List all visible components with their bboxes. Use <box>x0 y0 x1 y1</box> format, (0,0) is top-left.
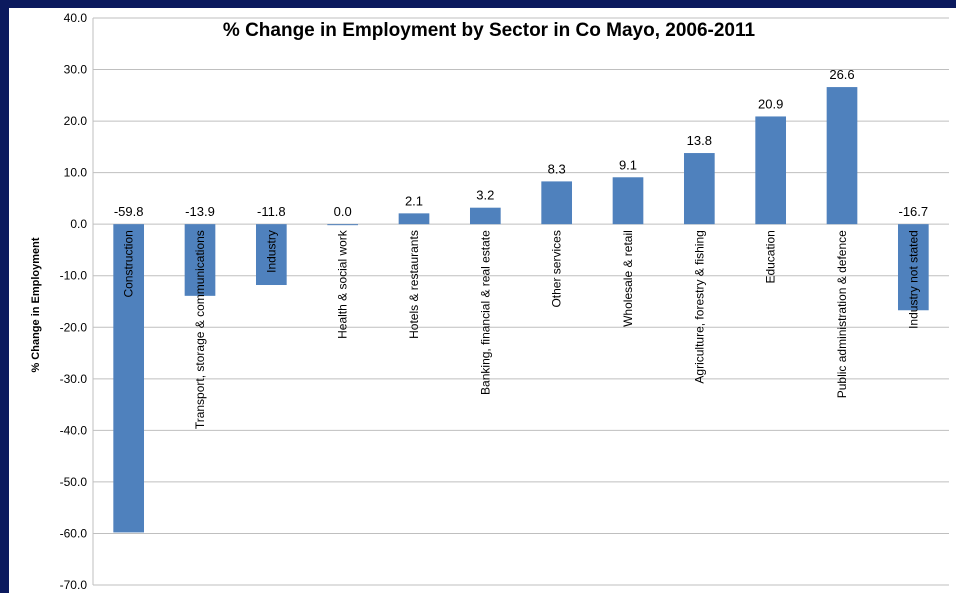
category-label: Other services <box>550 230 564 307</box>
category-labels: Construction Transport, storage & communi… <box>122 229 921 429</box>
data-labels: -59.8 -13.9 -11.8 0.0 2.1 3.2 8.3 9.1 13.8 20.9 26… <box>114 67 928 219</box>
category-label: Hotels & restaurants <box>407 230 421 339</box>
y-tick-label: 40.0 <box>64 11 88 25</box>
data-label: 26.6 <box>829 67 854 82</box>
data-label: -11.8 <box>257 204 286 219</box>
bar-chart: -70.0 -60.0 -50.0 -40.0 -30.0 -20.0 -10.0 0.0 10… <box>30 11 949 592</box>
category-label: Construction <box>122 230 136 297</box>
y-tick-label: -70.0 <box>60 578 88 592</box>
y-tick-label: -30.0 <box>60 372 88 386</box>
category-label: Public administration & defence <box>835 230 849 398</box>
data-label: 13.8 <box>687 133 712 148</box>
data-label: -13.9 <box>185 204 215 219</box>
bar <box>826 87 858 225</box>
y-axis-ticks: -70.0 -60.0 -50.0 -40.0 -30.0 -20.0 -10.0 0.0 10… <box>60 11 88 592</box>
data-label: 2.1 <box>405 193 423 208</box>
category-label: Wholesale & retail <box>621 230 635 327</box>
data-label: -16.7 <box>899 204 929 219</box>
bar <box>541 181 573 225</box>
y-tick-label: -10.0 <box>60 269 88 283</box>
y-tick-label: 0.0 <box>70 217 87 231</box>
bar <box>612 177 644 225</box>
y-tick-label: -60.0 <box>60 526 88 540</box>
bar <box>327 224 359 226</box>
bar <box>755 116 787 225</box>
category-label: Education <box>764 230 778 283</box>
data-label: -59.8 <box>114 204 144 219</box>
bar <box>113 224 145 533</box>
y-tick-label: 30.0 <box>64 63 88 77</box>
bar <box>683 153 715 225</box>
bar <box>255 224 287 286</box>
bar <box>469 207 501 225</box>
category-label: Agriculture, forestry & fishing <box>692 230 706 383</box>
category-label: Banking, financial & real estate <box>478 230 492 395</box>
category-label: Industry <box>264 230 278 273</box>
y-tick-label: -20.0 <box>60 320 88 334</box>
bar <box>398 213 430 225</box>
chart-area: -70.0 -60.0 -50.0 -40.0 -30.0 -20.0 -10.0 0.0 10… <box>7 8 956 593</box>
data-label: 3.2 <box>476 188 494 203</box>
chart-title: % Change in Employment by Sector in Co M… <box>223 20 756 41</box>
y-tick-label: -40.0 <box>60 423 88 437</box>
y-tick-label: -50.0 <box>60 475 88 489</box>
data-label: 9.1 <box>619 157 637 172</box>
gridlines <box>92 17 949 586</box>
category-label: Transport, storage & communications <box>193 230 207 429</box>
category-label: Health & social work <box>336 229 350 339</box>
bar <box>184 224 216 296</box>
bar <box>897 224 929 311</box>
data-label: 20.9 <box>758 96 783 111</box>
y-axis-label: % Change in Employment <box>30 237 42 372</box>
y-tick-label: 10.0 <box>64 166 88 180</box>
category-label: Industry not stated <box>906 230 920 329</box>
data-label: 8.3 <box>548 161 566 176</box>
bars <box>113 87 929 533</box>
data-label: 0.0 <box>334 204 352 219</box>
slide-top-band <box>0 0 956 8</box>
y-tick-label: 20.0 <box>64 114 88 128</box>
